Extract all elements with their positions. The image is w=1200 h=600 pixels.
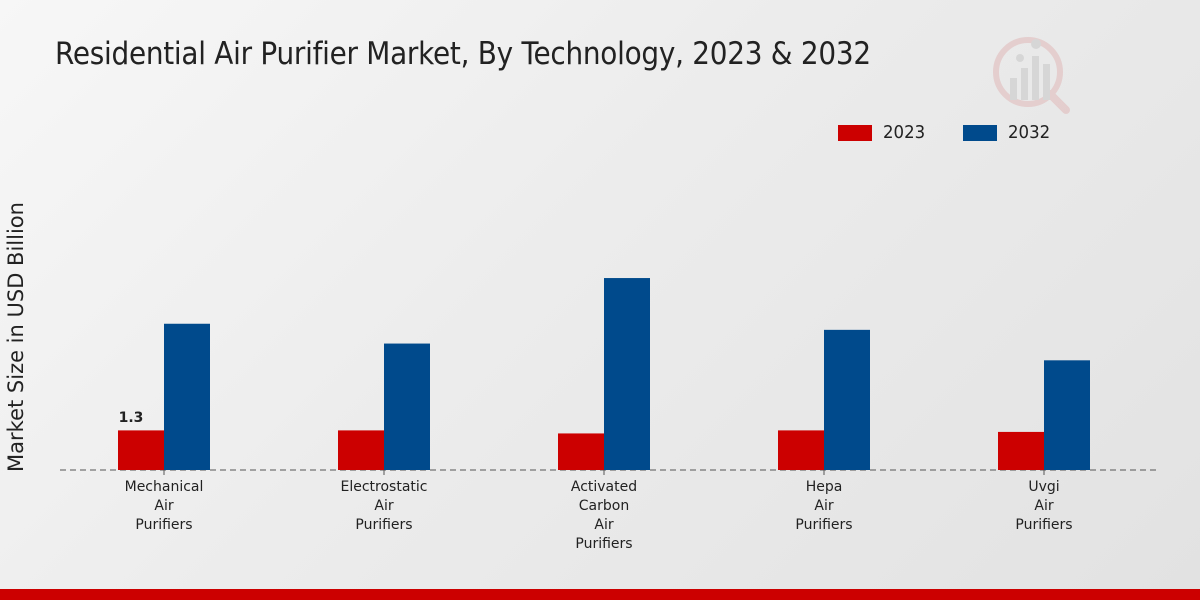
bar-2023-3[interactable] <box>778 430 824 470</box>
legend-label-2032: 2032 <box>1007 122 1050 143</box>
bar-2023-1[interactable] <box>338 430 384 470</box>
legend-swatch-2023 <box>838 124 872 141</box>
bar-2032-1[interactable] <box>384 343 430 470</box>
bar-2032-0[interactable] <box>164 323 210 470</box>
x-tick-label-2: Activated Carbon Air Purifiers <box>570 479 638 552</box>
legend-item-2023[interactable]: 2023 <box>838 122 929 143</box>
legend-swatch-2032 <box>962 124 997 141</box>
bar-2023-2[interactable] <box>558 433 604 470</box>
x-tick-label-4: Uvgi Air Purifiers <box>1015 479 1073 533</box>
bar-2032-4[interactable] <box>1044 360 1090 470</box>
bar-2023-0[interactable] <box>118 430 164 470</box>
bar-2032-3[interactable] <box>824 329 870 470</box>
bar-2023-4[interactable] <box>998 431 1044 470</box>
x-tick-label-1: Electrostatic Air Purifiers <box>340 479 428 533</box>
x-tick-label-3: Hepa Air Purifiers <box>795 479 853 533</box>
legend-item-2032[interactable]: 2032 <box>962 122 1054 143</box>
chart-title: Residential Air Purifier Market, By Tech… <box>55 36 871 72</box>
bar-2032-2[interactable] <box>604 278 650 470</box>
bottom-accent-bar <box>0 589 1200 600</box>
chart-legend: 2023 2032 <box>838 122 1088 143</box>
legend-label-2023: 2023 <box>883 122 926 143</box>
data-label-0: 1.3 <box>118 410 144 427</box>
analytics-logo-icon <box>993 37 1070 114</box>
x-tick-label-0: Mechanical Air Purifiers <box>124 479 204 533</box>
